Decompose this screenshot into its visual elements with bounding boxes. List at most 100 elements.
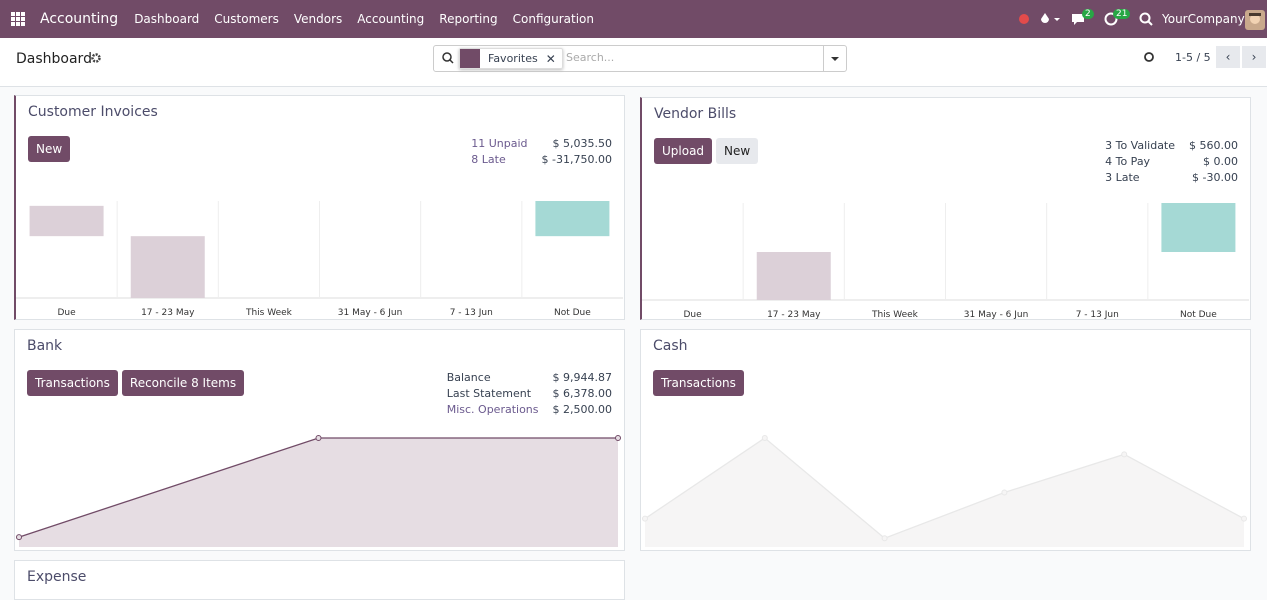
- search-placeholder[interactable]: Search...: [566, 51, 615, 64]
- pager-prev[interactable]: ‹: [1216, 46, 1240, 68]
- buttons: Upload New: [654, 138, 762, 164]
- menu-item[interactable]: Reporting: [439, 12, 498, 26]
- gear-icon[interactable]: [91, 53, 101, 63]
- point: [1001, 489, 1008, 496]
- pager-next[interactable]: ›: [1242, 46, 1266, 68]
- stat-label[interactable]: 11 Unpaid: [471, 137, 528, 150]
- button[interactable]: Reconcile 8 Items: [121, 370, 245, 396]
- category-label: This Week: [871, 310, 919, 320]
- facet-remove[interactable]: ✕: [545, 51, 556, 66]
- refresh-icon[interactable]: [1143, 51, 1155, 63]
- area: [19, 438, 618, 547]
- breadcrumb-title: Dashboard: [16, 51, 92, 67]
- category-label: 17 - 23 May: [767, 310, 821, 320]
- point: [642, 515, 648, 522]
- stat-row: 8 Late $ -31,750.00: [471, 152, 612, 168]
- facet-label: Favorites: [488, 52, 538, 65]
- button[interactable]: Upload: [654, 138, 713, 164]
- stat-row: 11 Unpaid $ 5,035.50: [471, 136, 612, 152]
- chat-icon[interactable]: [1071, 12, 1087, 26]
- point: [16, 534, 22, 541]
- company[interactable]: YourCompany: [1162, 12, 1245, 26]
- button[interactable]: New: [716, 138, 759, 164]
- stat-row: 3 Late $ -30.00: [1105, 170, 1238, 186]
- stat-label[interactable]: 8 Late: [471, 153, 506, 166]
- category-label: 7 - 13 Jun: [1076, 310, 1119, 320]
- point: [1121, 451, 1128, 458]
- card-title[interactable]: Expense: [27, 569, 87, 585]
- stat-value: $ 6,378.00: [552, 387, 612, 400]
- area: [645, 438, 1244, 547]
- category-label: Not Due: [1180, 310, 1217, 320]
- bar: [29, 205, 104, 237]
- bar: [756, 252, 831, 300]
- activities-badge: 21: [1113, 9, 1131, 19]
- menu-item[interactable]: Configuration: [512, 12, 595, 26]
- stat-row: 3 To Validate $ 560.00: [1105, 138, 1238, 154]
- menu-item[interactable]: Accounting: [357, 12, 425, 26]
- buttons: Transactions Reconcile 8 Items: [27, 370, 248, 396]
- button[interactable]: Transactions: [27, 370, 118, 396]
- apps-icon[interactable]: [11, 12, 25, 26]
- button[interactable]: New: [28, 136, 71, 162]
- category-label: This Week: [245, 308, 293, 318]
- line: [644, 437, 1245, 540]
- card-title[interactable]: Vendor Bills: [654, 106, 737, 122]
- card-title[interactable]: Bank: [27, 338, 63, 354]
- pager-buttons: ‹ ›: [1216, 46, 1266, 68]
- stat-label: Last Statement: [446, 387, 532, 400]
- debug-icon[interactable]: [1040, 12, 1060, 26]
- buttons: New: [28, 136, 74, 162]
- category-label: 31 May - 6 Jun: [338, 308, 403, 318]
- buttons: Transactions: [653, 370, 748, 396]
- stat-row: 4 To Pay $ 0.00: [1105, 154, 1238, 170]
- menu-item[interactable]: Customers: [214, 12, 279, 26]
- bar: [535, 201, 610, 237]
- category-label: Not Due: [554, 308, 591, 318]
- stats: Balance $ 9,944.87 Last Statement $ 6,378.0…: [447, 370, 612, 418]
- journal-card: Customer Invoices New 11 Unpaid $ 5,035.50 8…: [14, 95, 625, 320]
- bar: [1161, 203, 1236, 252]
- search-box[interactable]: Favorites ✕ Search...: [433, 45, 847, 72]
- card-title[interactable]: Cash: [653, 338, 688, 354]
- menu-item[interactable]: Dashboard: [134, 12, 200, 26]
- stat-value: $ 0.00: [1203, 155, 1238, 168]
- stat-label: Balance: [446, 371, 491, 384]
- stat-value: $ -31,750.00: [541, 153, 612, 166]
- point: [1241, 515, 1247, 522]
- point: [881, 535, 888, 542]
- stat-row: Last Statement $ 6,378.00: [447, 386, 612, 402]
- record-icon[interactable]: [1018, 13, 1030, 25]
- point: [761, 435, 768, 441]
- point: [615, 435, 621, 441]
- category-label: 17 - 23 May: [141, 308, 195, 318]
- journal-card: Expense: [14, 560, 625, 600]
- menus: Dashboard Customers Vendors Accounting Repor…: [134, 12, 609, 26]
- avatar[interactable]: [1245, 10, 1265, 30]
- journal-card: Cash Transactions: [640, 329, 1251, 551]
- menu-item[interactable]: Vendors: [293, 12, 343, 26]
- stat-row: Balance $ 9,944.87: [447, 370, 612, 386]
- pager: 1-5 / 5: [1175, 51, 1211, 64]
- facet-icon: [460, 49, 480, 68]
- graph: Due 17 - 23 May This Week 31 May - 6 Jun 7 -…: [642, 203, 1249, 320]
- facet[interactable]: Favorites ✕: [459, 48, 563, 69]
- point: [315, 435, 322, 441]
- search-icon[interactable]: [1139, 12, 1153, 26]
- stat-value: $ 2,500.00: [552, 403, 612, 416]
- stat-label[interactable]: Misc. Operations: [446, 403, 539, 416]
- category-label: 7 - 13 Jun: [450, 308, 493, 318]
- card-title[interactable]: Customer Invoices: [28, 104, 158, 120]
- activity-icon[interactable]: [1104, 12, 1118, 26]
- category-label: 31 May - 6 Jun: [964, 310, 1029, 320]
- search-toggle[interactable]: [823, 46, 846, 71]
- app-name[interactable]: Accounting: [40, 11, 119, 27]
- stat-label: 3 To Validate: [1105, 139, 1176, 152]
- stats: 11 Unpaid $ 5,035.50 8 Late $ -31,750.00: [471, 136, 612, 168]
- category-label: Due: [57, 308, 76, 318]
- stat-value: $ 5,035.50: [552, 137, 612, 150]
- search-glyph: [442, 52, 454, 64]
- stat-value: $ 9,944.87: [552, 371, 612, 384]
- button[interactable]: Transactions: [653, 370, 744, 396]
